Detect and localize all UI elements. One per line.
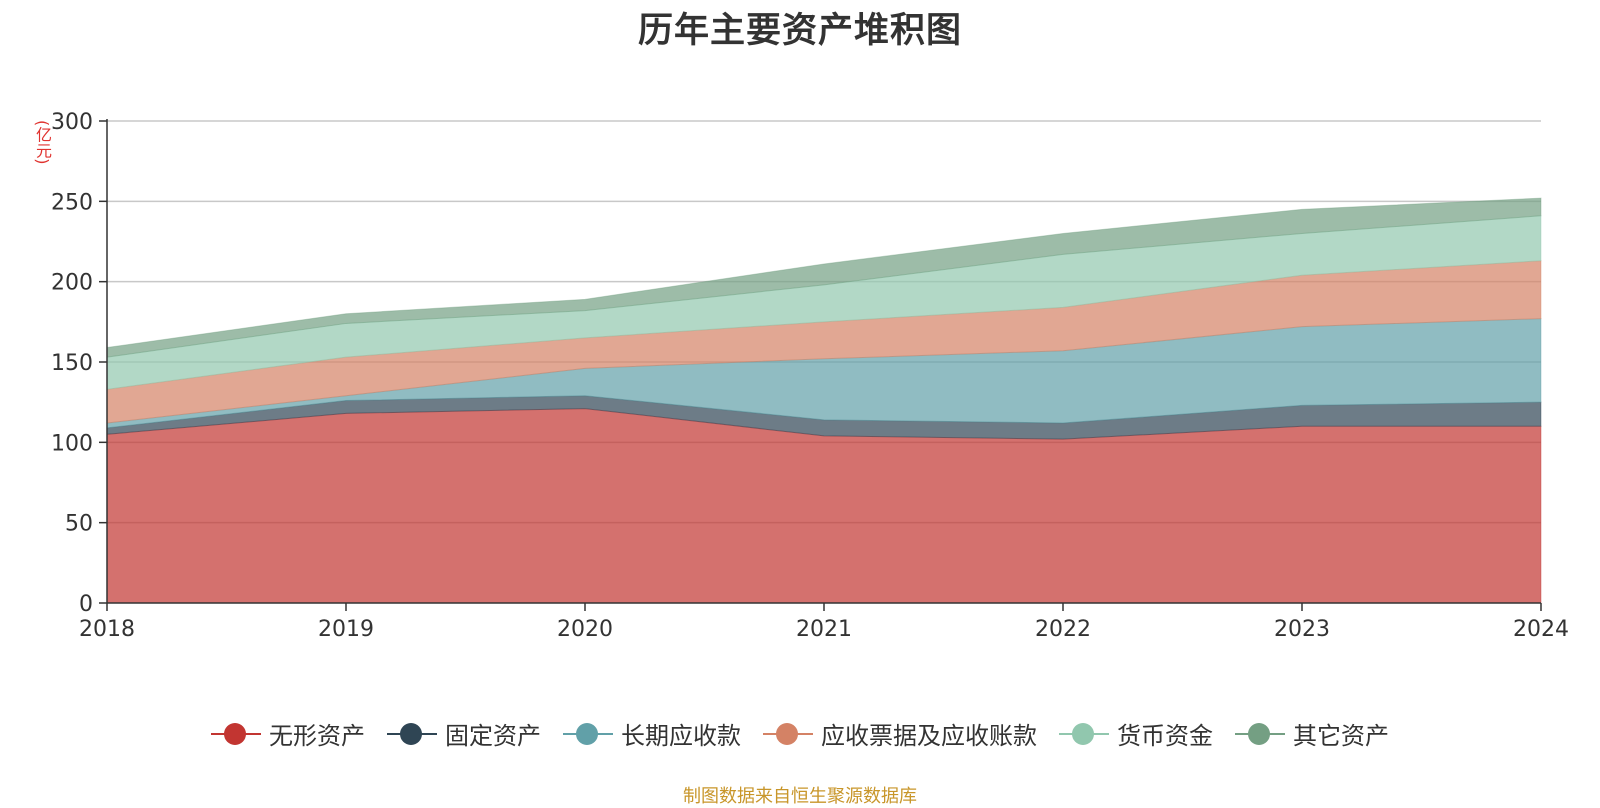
chart-title: 历年主要资产堆积图: [637, 11, 962, 51]
legend-label: 应收票据及应收账款: [821, 722, 1037, 750]
legend-item[interactable]: 应收票据及应收账款: [763, 716, 1037, 751]
legend-marker-icon: [563, 722, 613, 746]
x-axis-ticks: 2018 2019 2020 2021 2022 2023 2024: [79, 603, 1569, 642]
x-tick-label: 2023: [1274, 617, 1330, 642]
x-tick-label: 2024: [1513, 617, 1569, 642]
legend-item[interactable]: 固定资产: [387, 716, 541, 751]
legend-marker-icon: [1235, 722, 1285, 746]
y-tick-label: 0: [79, 592, 93, 617]
area-固定资产: [106, 395, 1542, 440]
y-axis-unit-label: (亿元): [33, 120, 52, 165]
y-tick-label: 250: [51, 190, 93, 215]
x-tick-label: 2019: [318, 617, 374, 642]
y-tick-label: 100: [51, 431, 93, 456]
legend-item[interactable]: 其它资产: [1235, 716, 1389, 751]
legend-item[interactable]: 货币资金: [1059, 716, 1213, 751]
legend-item[interactable]: 长期应收款: [563, 716, 741, 751]
area-其它资产: [106, 197, 1542, 358]
legend-label: 长期应收款: [621, 722, 741, 750]
legend-label: 无形资产: [269, 722, 365, 750]
x-tick-label: 2022: [1035, 617, 1091, 642]
area-series: [106, 197, 1542, 604]
x-tick-label: 2018: [79, 617, 135, 642]
y-tick-label: 150: [51, 351, 93, 376]
area-货币资金: [106, 215, 1542, 390]
y-axis-ticks: 0 50 100 150 200 250 300: [51, 110, 107, 617]
legend-marker-icon: [763, 722, 813, 746]
legend: 无形资产 固定资产 长期应收款 应收票据及应收账款 货币资金 其它资产: [0, 716, 1600, 751]
y-tick-label: 50: [65, 512, 93, 537]
legend-label: 其它资产: [1293, 722, 1389, 750]
y-tick-label: 300: [51, 110, 93, 135]
legend-marker-icon: [1059, 722, 1109, 746]
y-tick-label: 200: [51, 271, 93, 296]
area-无形资产: [106, 408, 1542, 604]
legend-label: 货币资金: [1117, 722, 1213, 750]
x-tick-label: 2020: [557, 617, 613, 642]
legend-label: 固定资产: [445, 722, 541, 750]
area-长期应收款: [106, 318, 1542, 429]
legend-marker-icon: [387, 722, 437, 746]
x-tick-label: 2021: [796, 617, 852, 642]
data-source-note: 制图数据来自恒生聚源数据库: [683, 786, 917, 807]
legend-item[interactable]: 无形资产: [211, 716, 365, 751]
legend-marker-icon: [211, 722, 261, 746]
